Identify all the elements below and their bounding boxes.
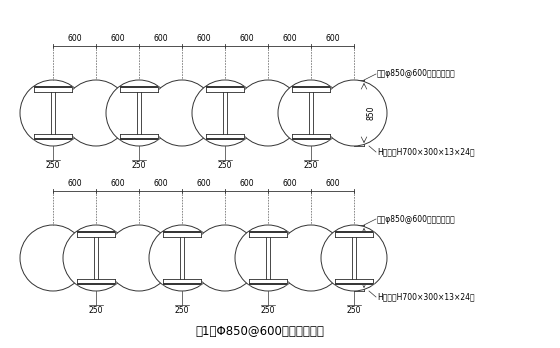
Text: 600: 600 xyxy=(325,179,340,188)
Text: 600: 600 xyxy=(110,34,125,43)
Text: 600: 600 xyxy=(153,34,168,43)
Text: 600: 600 xyxy=(239,179,254,188)
Circle shape xyxy=(63,80,129,146)
Text: 250: 250 xyxy=(261,306,276,315)
Circle shape xyxy=(106,225,172,291)
Circle shape xyxy=(278,225,344,291)
Text: 600: 600 xyxy=(110,179,125,188)
Text: 600: 600 xyxy=(153,179,168,188)
Circle shape xyxy=(20,80,86,146)
Text: 250: 250 xyxy=(347,306,361,315)
Text: 250: 250 xyxy=(175,306,189,315)
Text: 600: 600 xyxy=(196,34,211,43)
Text: 850: 850 xyxy=(367,106,376,120)
Text: 600: 600 xyxy=(282,34,297,43)
Circle shape xyxy=(106,80,172,146)
Text: 600: 600 xyxy=(325,34,340,43)
Text: H型钢（H700×300×13×24）: H型钢（H700×300×13×24） xyxy=(377,293,475,301)
Circle shape xyxy=(235,80,301,146)
Text: 250: 250 xyxy=(218,161,232,170)
Text: 250: 250 xyxy=(304,161,318,170)
Text: 三轴φ850@600水泥土搅拌桩: 三轴φ850@600水泥土搅拌桩 xyxy=(377,214,456,223)
Text: 三轴φ850@600水泥土搅拌桩: 三轴φ850@600水泥土搅拌桩 xyxy=(377,70,456,79)
Text: 600: 600 xyxy=(239,34,254,43)
Text: 图1：Φ850@600工法桩布置图: 图1：Φ850@600工法桩布置图 xyxy=(195,325,324,338)
Circle shape xyxy=(192,225,258,291)
Circle shape xyxy=(321,225,387,291)
Text: 250: 250 xyxy=(132,161,146,170)
Text: 250: 250 xyxy=(88,306,103,315)
Text: 850: 850 xyxy=(367,251,376,265)
Circle shape xyxy=(192,80,258,146)
Circle shape xyxy=(20,225,86,291)
Text: 600: 600 xyxy=(67,179,82,188)
Circle shape xyxy=(149,80,215,146)
Circle shape xyxy=(278,80,344,146)
Circle shape xyxy=(321,80,387,146)
Text: H型钢（H700×300×13×24）: H型钢（H700×300×13×24） xyxy=(377,148,475,157)
Circle shape xyxy=(63,225,129,291)
Text: 600: 600 xyxy=(282,179,297,188)
Text: 600: 600 xyxy=(196,179,211,188)
Text: 600: 600 xyxy=(67,34,82,43)
Circle shape xyxy=(235,225,301,291)
Circle shape xyxy=(149,225,215,291)
Text: 250: 250 xyxy=(46,161,60,170)
